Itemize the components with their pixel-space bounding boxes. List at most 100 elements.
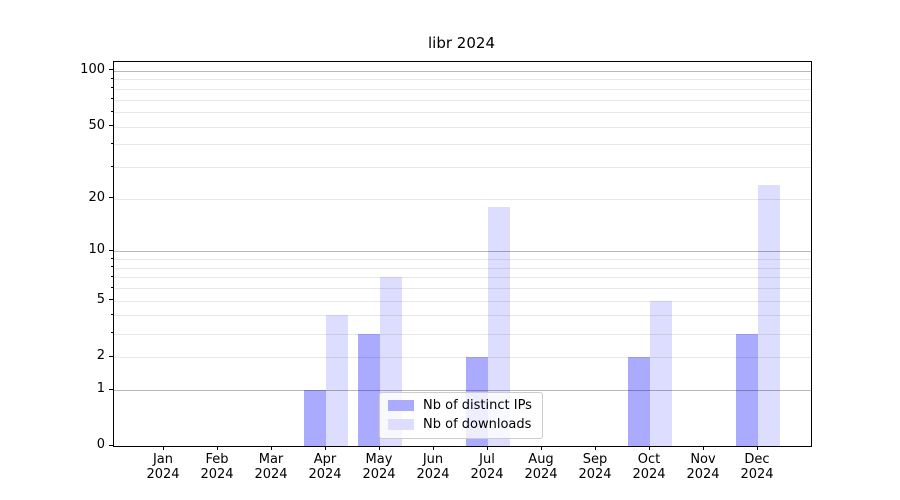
x-tick-label-dec: Dec 2024: [725, 452, 789, 482]
y-tick-label-100: 100: [80, 61, 105, 77]
x-tick-label-jan: Jan 2024: [131, 452, 195, 482]
x-tick-label-aug: Aug 2024: [509, 452, 573, 482]
legend-swatch-distinct-ips: [388, 400, 414, 411]
plot-area: [113, 61, 812, 447]
gridline-minor-30: [114, 167, 811, 169]
gridline-minor-90: [114, 79, 811, 81]
y-tick-label-2: 2: [96, 348, 105, 364]
x-tick-label-mar: Mar 2024: [239, 452, 303, 482]
y-minor-tick-90: [111, 77, 113, 79]
x-tick-jan: [162, 446, 164, 450]
legend-label-downloads: Nb of downloads: [423, 417, 532, 432]
x-tick-month-jun: Jun: [422, 452, 444, 467]
x-tick-label-nov: Nov 2024: [671, 452, 735, 482]
x-tick-aug: [540, 446, 542, 450]
x-tick-month-feb: Feb: [205, 452, 229, 467]
x-tick-month-apr: Apr: [313, 452, 337, 467]
y-minor-tick-40: [111, 142, 113, 144]
x-tick-month-sep: Sep: [582, 452, 608, 467]
x-tick-apr: [324, 446, 326, 450]
x-tick-month-nov: Nov: [690, 452, 716, 467]
gridline-minor-80: [114, 88, 811, 90]
y-tick-50: [109, 125, 113, 127]
gridline-minor-60: [114, 112, 811, 113]
y-tick-1: [109, 388, 113, 390]
x-tick-year-jul: 2024: [470, 467, 504, 482]
y-tick-2: [109, 355, 113, 357]
x-tick-year-jun: 2024: [416, 467, 450, 482]
x-tick-year-aug: 2024: [524, 467, 558, 482]
bar-nb-of-distinct-ips-apr: [304, 390, 326, 446]
x-tick-mar: [270, 446, 272, 450]
x-tick-may: [378, 446, 380, 450]
x-tick-label-feb: Feb 2024: [185, 452, 249, 482]
gridline-major-100: [114, 70, 811, 72]
y-tick-label-10: 10: [88, 242, 105, 258]
y-minor-tick-3: [111, 332, 113, 334]
x-tick-jul: [486, 446, 488, 450]
x-tick-year-sep: 2024: [578, 467, 612, 482]
x-tick-year-may: 2024: [362, 467, 396, 482]
x-tick-label-sep: Sep 2024: [563, 452, 627, 482]
bar-nb-of-distinct-ips-oct: [628, 357, 650, 446]
y-minor-tick-9: [111, 257, 113, 259]
y-minor-tick-30: [111, 165, 113, 167]
legend-entry-distinct-ips: Nb of distinct IPs: [388, 398, 532, 413]
x-tick-month-mar: Mar: [258, 452, 284, 467]
gridline-minor-5: [114, 300, 811, 302]
x-tick-year-feb: 2024: [200, 467, 234, 482]
x-tick-jun: [432, 446, 434, 450]
x-tick-label-jun: Jun 2024: [401, 452, 465, 482]
x-tick-label-jul: Jul 2024: [455, 452, 519, 482]
y-minor-tick-60: [111, 110, 113, 112]
x-tick-year-dec: 2024: [740, 467, 774, 482]
y-tick-10: [109, 249, 113, 251]
y-tick-label-5: 5: [96, 291, 105, 307]
gridline-minor-7: [114, 277, 811, 279]
gridline-major-1: [114, 390, 811, 392]
bar-nb-of-downloads-jul: [488, 206, 510, 446]
x-tick-sep: [594, 446, 596, 450]
x-tick-year-jan: 2024: [146, 467, 180, 482]
bar-nb-of-downloads-apr: [326, 315, 348, 446]
gridline-minor-2: [114, 357, 811, 359]
legend-entry-downloads: Nb of downloads: [388, 417, 532, 432]
gridline-minor-9: [114, 259, 811, 261]
x-tick-year-apr: 2024: [308, 467, 342, 482]
gridline-minor-6: [114, 288, 811, 290]
gridline-minor-40: [114, 144, 811, 146]
x-tick-year-mar: 2024: [254, 467, 288, 482]
x-tick-dec: [756, 446, 758, 450]
chart-title: libr 2024: [428, 34, 495, 52]
x-tick-month-may: May: [365, 452, 393, 467]
x-tick-month-jul: Jul: [479, 452, 495, 467]
grid-layer: [114, 62, 811, 446]
gridline-minor-4: [114, 315, 811, 317]
gridline-minor-8: [114, 267, 811, 269]
x-tick-oct: [648, 446, 650, 450]
x-tick-nov: [702, 446, 704, 450]
legend-label-distinct-ips: Nb of distinct IPs: [423, 398, 532, 413]
y-tick-label-50: 50: [88, 117, 105, 133]
gridline-minor-20: [114, 198, 811, 200]
x-tick-label-oct: Oct 2024: [617, 452, 681, 482]
gridline-minor-70: [114, 99, 811, 101]
y-tick-100: [109, 69, 113, 71]
y-minor-tick-8: [111, 266, 113, 268]
y-minor-tick-70: [111, 98, 113, 100]
bar-nb-of-downloads-dec: [758, 184, 780, 446]
y-minor-tick-7: [111, 275, 113, 277]
x-tick-feb: [216, 446, 218, 450]
y-minor-tick-4: [111, 313, 113, 315]
x-tick-month-oct: Oct: [637, 452, 661, 467]
y-tick-20: [109, 197, 113, 199]
y-tick-5: [109, 299, 113, 301]
y-minor-tick-6: [111, 286, 113, 288]
y-tick-label-0: 0: [96, 437, 105, 453]
gridline-major-10: [114, 251, 811, 253]
gridline-minor-3: [114, 333, 811, 335]
bar-nb-of-distinct-ips-may: [358, 333, 380, 446]
x-tick-year-nov: 2024: [686, 467, 720, 482]
y-tick-0: [109, 444, 113, 446]
bar-nb-of-distinct-ips-dec: [736, 333, 758, 446]
